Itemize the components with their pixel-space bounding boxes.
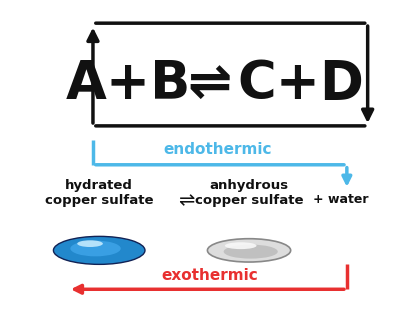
- Text: A+B: A+B: [66, 58, 191, 110]
- Ellipse shape: [77, 240, 103, 247]
- Ellipse shape: [70, 241, 121, 256]
- Ellipse shape: [225, 242, 256, 249]
- Text: ⇌: ⇌: [178, 191, 195, 210]
- Ellipse shape: [53, 236, 145, 264]
- Text: ⇌: ⇌: [187, 58, 232, 110]
- Ellipse shape: [60, 248, 138, 263]
- Text: anhydrous
copper sulfate: anhydrous copper sulfate: [195, 179, 303, 207]
- Text: endothermic: endothermic: [163, 142, 272, 157]
- Ellipse shape: [224, 245, 278, 259]
- Text: + water: + water: [313, 192, 368, 206]
- Text: hydrated
copper sulfate: hydrated copper sulfate: [45, 179, 153, 207]
- Text: C+D: C+D: [238, 58, 365, 110]
- Text: exothermic: exothermic: [161, 268, 258, 283]
- Ellipse shape: [207, 239, 291, 262]
